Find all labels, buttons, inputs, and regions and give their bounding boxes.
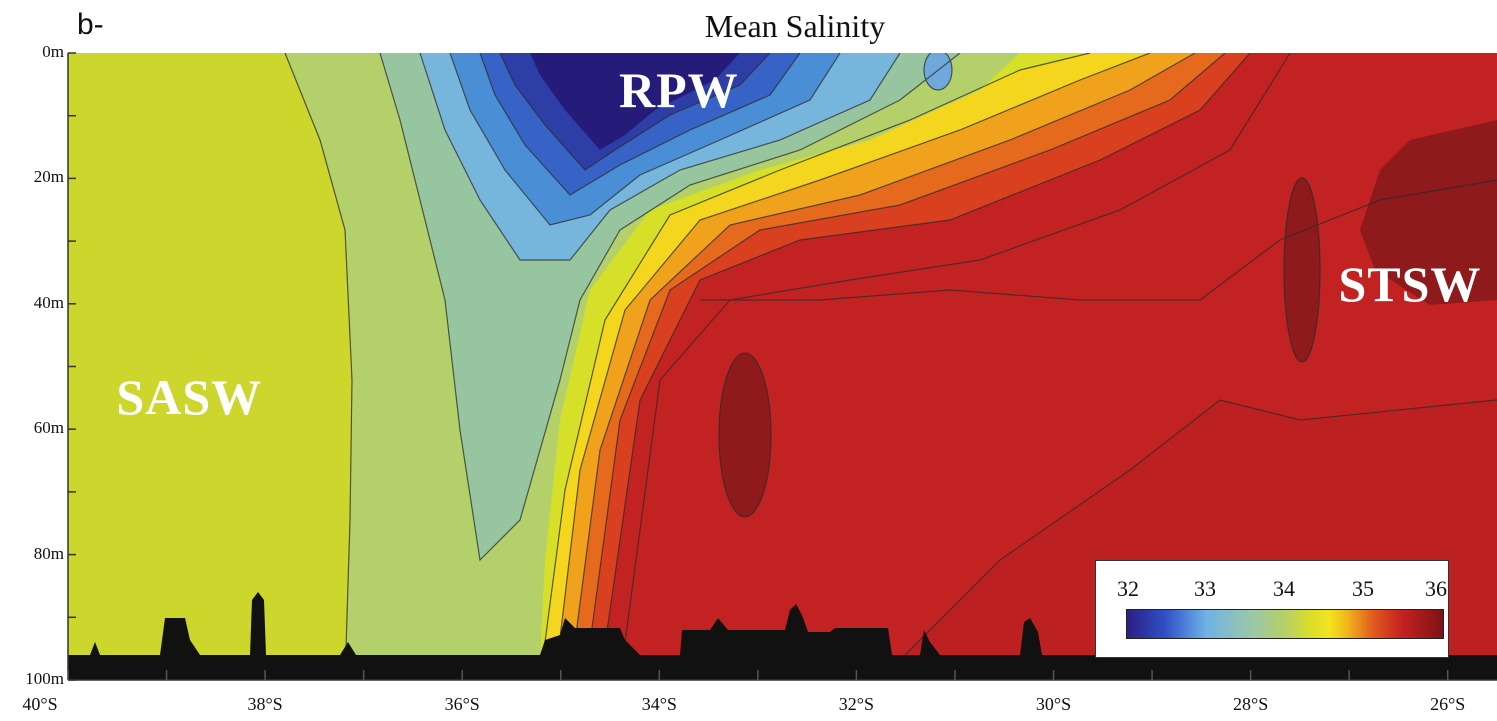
colorbar-tick-label: 34: [1273, 576, 1295, 601]
y-tick-label: 40m: [33, 292, 64, 312]
water-mass-label-rpw: RPW: [619, 61, 739, 118]
y-tick-label: 0m: [42, 42, 64, 61]
colorbar-tick-label: 35: [1352, 576, 1374, 601]
x-tick-label: 28°S: [1233, 694, 1269, 714]
y-tick-label: 20m: [33, 167, 64, 187]
region-sasw: [68, 53, 352, 680]
colorbar: [1126, 609, 1444, 639]
x-tick-label: 26°S: [1430, 694, 1466, 714]
region-max-33s: [719, 353, 771, 517]
water-mass-label-sasw: SASW: [116, 368, 263, 425]
colorbar-tick-label: 32: [1117, 576, 1139, 601]
x-tick-label: 40°S: [22, 694, 58, 714]
region-max-27s: [1284, 178, 1320, 362]
region-stsw-max-east: [1360, 120, 1497, 305]
seafloor-silhouette: [68, 592, 1497, 680]
x-tick-label: 30°S: [1035, 694, 1072, 714]
y-tick-label: 80m: [33, 543, 64, 563]
x-tick-label: 38°S: [247, 694, 283, 714]
x-tick-marks: [67, 670, 1449, 680]
y-tick-marks: [68, 52, 76, 681]
water-mass-label-stsw: STSW: [1338, 255, 1482, 312]
region-rpw-core: [530, 53, 740, 150]
panel-label: b-: [77, 8, 104, 41]
region-blue-spot: [924, 53, 952, 90]
x-tick-label: 34°S: [641, 694, 677, 714]
contour-field: [68, 53, 1497, 680]
y-tick-label: 100m: [25, 669, 64, 688]
colorbar-tick-label: 33: [1194, 576, 1216, 601]
colorbar-tick-label: 36: [1425, 576, 1447, 601]
x-tick-label: 32°S: [838, 694, 875, 714]
contour-lines: [284, 53, 1497, 680]
y-tick-label: 60m: [33, 418, 64, 438]
chart-title: Mean Salinity: [704, 8, 886, 44]
x-tick-label: 36°S: [444, 694, 480, 714]
